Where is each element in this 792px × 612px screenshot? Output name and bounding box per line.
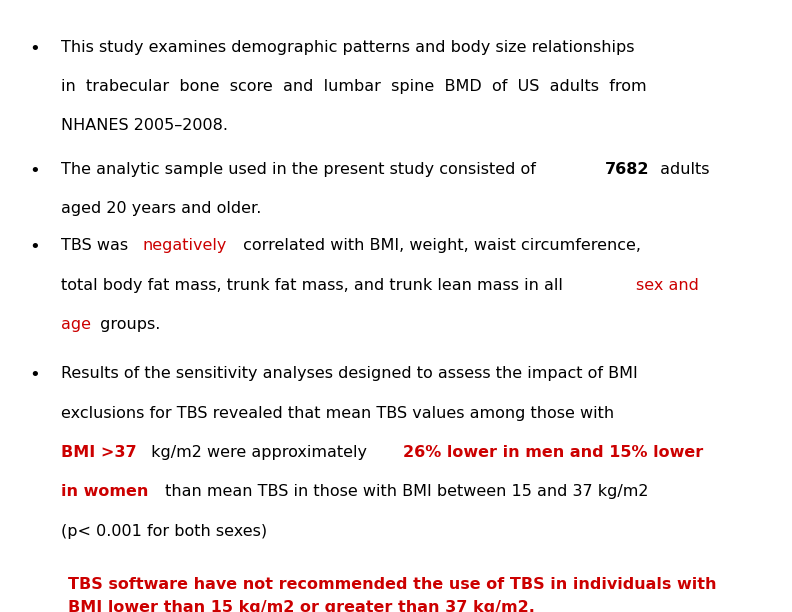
Text: aged 20 years and older.: aged 20 years and older. [60, 201, 261, 216]
Text: kg/m2 were approximately: kg/m2 were approximately [147, 445, 372, 460]
FancyBboxPatch shape [40, 559, 673, 612]
Text: in women: in women [60, 484, 148, 499]
Text: This study examines demographic patterns and body size relationships: This study examines demographic patterns… [60, 40, 634, 54]
Text: total body fat mass, trunk fat mass, and trunk lean mass in all: total body fat mass, trunk fat mass, and… [60, 278, 568, 293]
Text: The analytic sample used in the present study consisted of: The analytic sample used in the present … [60, 162, 541, 177]
Text: TBS software have not recommended the use of TBS in individuals with
BMI lower t: TBS software have not recommended the us… [67, 577, 716, 612]
Text: sex and: sex and [636, 278, 699, 293]
Text: than mean TBS in those with BMI between 15 and 37 kg/m2: than mean TBS in those with BMI between … [160, 484, 648, 499]
Text: correlated with BMI, weight, waist circumference,: correlated with BMI, weight, waist circu… [238, 238, 642, 253]
Text: NHANES 2005–2008.: NHANES 2005–2008. [60, 118, 227, 133]
Text: 7682: 7682 [605, 162, 649, 177]
Text: age: age [60, 317, 90, 332]
Text: 26% lower in men and 15% lower: 26% lower in men and 15% lower [403, 445, 703, 460]
Text: groups.: groups. [94, 317, 160, 332]
Text: negatively: negatively [143, 238, 227, 253]
Text: •: • [29, 162, 40, 180]
Text: •: • [29, 366, 40, 384]
Text: •: • [29, 40, 40, 58]
Text: (p< 0.001 for both sexes): (p< 0.001 for both sexes) [60, 524, 267, 539]
Text: Results of the sensitivity analyses designed to assess the impact of BMI: Results of the sensitivity analyses desi… [60, 366, 638, 381]
Text: •: • [29, 238, 40, 256]
Text: in  trabecular  bone  score  and  lumbar  spine  BMD  of  US  adults  from: in trabecular bone score and lumbar spin… [60, 79, 646, 94]
Text: exclusions for TBS revealed that mean TBS values among those with: exclusions for TBS revealed that mean TB… [60, 406, 614, 420]
Text: adults: adults [656, 162, 710, 177]
Text: TBS was: TBS was [60, 238, 133, 253]
Text: BMI >37: BMI >37 [60, 445, 136, 460]
